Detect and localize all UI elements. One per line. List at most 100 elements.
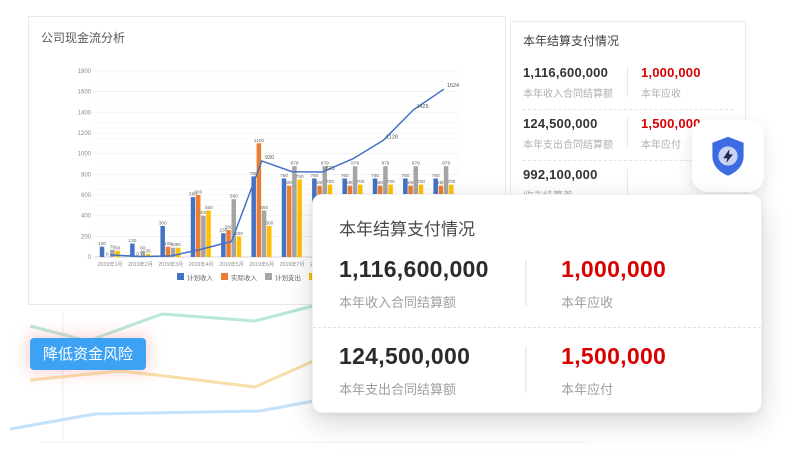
svg-text:690: 690	[376, 180, 384, 186]
svg-text:1000: 1000	[78, 152, 92, 158]
svg-text:130: 130	[128, 238, 136, 244]
expense-settlement-value: 124,500,000	[523, 116, 598, 131]
svg-text:90: 90	[176, 242, 182, 248]
yellow-trend-line	[29, 345, 346, 389]
popup-title: 本年结算支付情况	[339, 220, 475, 239]
reduce-risk-badge[interactable]: 降低资金风险	[30, 338, 147, 370]
popup-payable-label: 本年应付	[561, 382, 614, 397]
svg-text:1624: 1624	[447, 83, 459, 89]
svg-text:60: 60	[140, 245, 146, 251]
svg-text:300: 300	[265, 221, 273, 227]
settlement-detail-popup: 本年结算支付情况 1,116,600,000 本年收入合同结算额 1,000,0…	[312, 194, 762, 413]
svg-text:690: 690	[285, 180, 293, 186]
svg-text:实际收入: 实际收入	[231, 273, 258, 282]
svg-text:30: 30	[145, 248, 151, 254]
svg-text:计划支出: 计划支出	[275, 273, 301, 282]
svg-text:600: 600	[81, 193, 92, 199]
popup-payable-value: 1,500,000	[561, 343, 667, 369]
svg-text:2019年6月: 2019年6月	[249, 260, 274, 268]
balance-value: 992,100,000	[523, 167, 598, 182]
svg-text:1400: 1400	[78, 110, 92, 116]
expense-settlement-label: 本年支出合同结算额	[523, 140, 613, 151]
popup-income-settlement-label: 本年收入合同结算额	[339, 295, 457, 310]
income-settlement-value: 1,116,600,000	[523, 65, 609, 80]
svg-text:750: 750	[296, 174, 304, 180]
receivable-label: 本年应收	[641, 89, 681, 100]
summary-panel-title: 本年结算支付情况	[523, 34, 620, 48]
chart-title: 公司现金流分析	[41, 31, 126, 45]
svg-text:823: 823	[326, 166, 335, 172]
svg-text:450: 450	[260, 205, 268, 211]
svg-text:879: 879	[412, 161, 420, 167]
popup-row-expense: 124,500,000 本年支出合同结算额 1,500,000 本年应付	[339, 343, 735, 398]
svg-text:450: 450	[205, 205, 213, 211]
popup-divider	[313, 327, 761, 328]
svg-text:690: 690	[316, 180, 324, 186]
svg-text:200: 200	[235, 231, 243, 237]
shield-lightning-icon	[712, 136, 744, 176]
svg-text:2019年3月: 2019年3月	[158, 260, 183, 268]
svg-text:690: 690	[407, 180, 415, 186]
popup-receivable-value: 1,000,000	[561, 256, 667, 282]
svg-text:760: 760	[371, 173, 379, 179]
svg-text:930: 930	[265, 155, 274, 161]
svg-text:1128: 1128	[386, 134, 398, 140]
svg-text:100: 100	[164, 241, 172, 247]
popup-income-settlement-value: 1,116,600,000	[339, 256, 489, 282]
svg-text:0: 0	[106, 252, 109, 258]
svg-text:700: 700	[356, 179, 364, 185]
svg-text:1100: 1100	[254, 138, 265, 144]
svg-text:700: 700	[447, 179, 455, 185]
svg-text:800: 800	[81, 172, 92, 178]
svg-text:760: 760	[310, 173, 318, 179]
svg-text:1600: 1600	[78, 90, 92, 96]
svg-text:1200: 1200	[78, 131, 92, 137]
svg-text:700: 700	[417, 179, 425, 185]
popup-expense-settlement-label: 本年支出合同结算额	[339, 382, 457, 397]
svg-text:0: 0	[136, 252, 139, 258]
svg-text:2019年1月: 2019年1月	[98, 260, 123, 268]
svg-text:879: 879	[290, 161, 298, 167]
income-settlement-label: 本年收入合同结算额	[523, 89, 613, 100]
svg-text:760: 760	[341, 173, 349, 179]
svg-text:400: 400	[81, 214, 92, 220]
svg-text:70: 70	[110, 244, 116, 250]
security-feature-card	[692, 120, 764, 192]
svg-text:100: 100	[98, 241, 106, 247]
svg-text:879: 879	[321, 161, 329, 167]
svg-text:计划收入: 计划收入	[187, 273, 214, 282]
svg-text:560: 560	[230, 194, 238, 200]
svg-text:2019年5月: 2019年5月	[219, 260, 244, 268]
svg-text:2019年7月: 2019年7月	[280, 260, 305, 268]
svg-text:400: 400	[199, 210, 207, 216]
svg-text:1800: 1800	[78, 69, 92, 75]
svg-text:600: 600	[194, 190, 202, 196]
svg-text:2019年4月: 2019年4月	[189, 260, 214, 268]
svg-text:780: 780	[250, 171, 258, 177]
svg-text:879: 879	[381, 161, 389, 167]
svg-text:1425: 1425	[417, 104, 429, 110]
svg-text:690: 690	[437, 180, 445, 186]
popup-receivable-label: 本年应收	[561, 295, 614, 310]
svg-text:60: 60	[115, 245, 121, 251]
svg-text:300: 300	[159, 221, 167, 227]
svg-text:760: 760	[280, 173, 288, 179]
svg-text:690: 690	[346, 180, 354, 186]
svg-text:760: 760	[432, 173, 440, 179]
payable-label: 本年应付	[641, 140, 681, 151]
popup-row-income: 1,116,600,000 本年收入合同结算额 1,000,000 本年应收	[339, 256, 735, 311]
svg-text:0: 0	[88, 255, 92, 261]
popup-expense-settlement-value: 124,500,000	[339, 343, 471, 369]
svg-text:760: 760	[401, 173, 409, 179]
svg-text:580: 580	[189, 192, 197, 198]
teal-trend-line	[29, 297, 341, 343]
summary-row-income: 1,116,600,000 本年收入合同结算额 1,000,000 本年应收	[523, 59, 733, 109]
payable-value: 1,500,000	[641, 116, 701, 131]
summary-row-expense: 124,500,000 本年支出合同结算额 1,500,000 本年应付	[523, 109, 733, 160]
svg-text:879: 879	[351, 161, 359, 167]
svg-text:700: 700	[326, 179, 334, 185]
svg-text:230: 230	[219, 228, 227, 234]
svg-text:200: 200	[81, 234, 92, 240]
svg-text:260: 260	[225, 225, 233, 231]
